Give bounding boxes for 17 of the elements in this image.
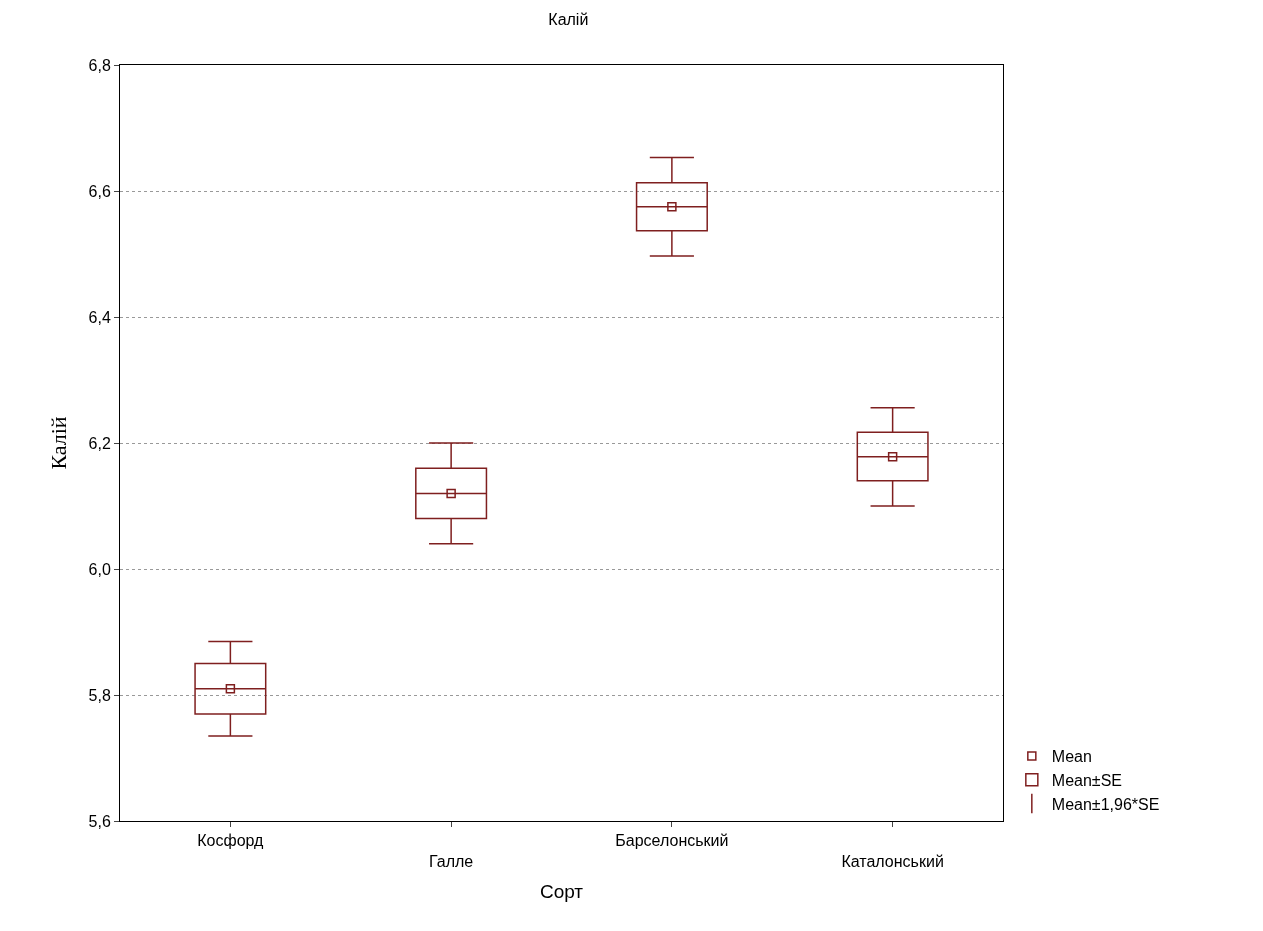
text: Mean±SE (1051, 771, 1122, 789)
y-tick-label: 5,6 (88, 812, 111, 830)
text: Mean±1,96*SE (1051, 795, 1160, 813)
y-tick-label: 5,8 (88, 686, 111, 704)
y-tick-label: 6,4 (88, 308, 111, 326)
x-tick-label: Каталонський (841, 853, 944, 870)
y-tick-label: 6,0 (88, 560, 111, 578)
x-tick-label: Барселонський (615, 832, 729, 850)
y-tick-label: 6,8 (88, 56, 111, 74)
y-tick-label: 6,6 (88, 182, 111, 200)
text: Mean (1051, 748, 1092, 766)
y-axis-title: Калій (46, 416, 72, 470)
y-tick-label: 6,2 (88, 434, 111, 452)
x-axis-title: Сорт (539, 880, 584, 902)
x-tick-label: Галле (429, 853, 474, 870)
chart-title: Калій (548, 11, 589, 29)
x-tick-label: Косфорд (197, 832, 265, 850)
